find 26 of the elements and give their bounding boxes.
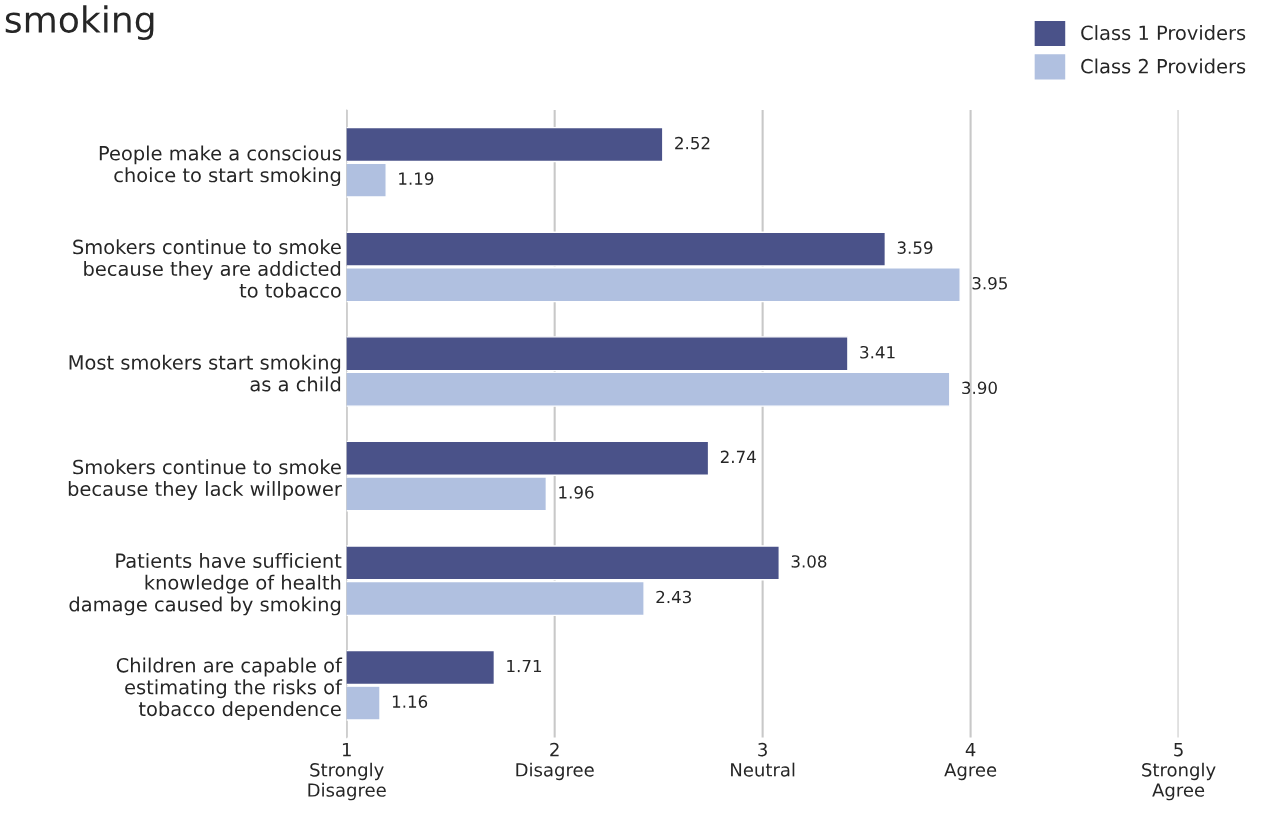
legend-label: Class 2 Providers — [1081, 58, 1246, 74]
chart-title: smoking — [5, 5, 154, 41]
y-tick-label: People make a conscious choice to start smoking — [99, 145, 341, 187]
y-tick-label: Most smokers start smoking as a child — [69, 354, 341, 392]
data-label: 1.16 — [392, 695, 428, 708]
x-tick-label: 1 Strongly Disagree — [308, 742, 386, 801]
data-label: 2.74 — [720, 450, 756, 463]
y-tick-label: Smokers continue to smoke because they lack willpower — [68, 459, 342, 500]
x-tick-label: 5 Strongly Agree — [1142, 742, 1216, 801]
data-label: 3.90 — [962, 381, 997, 395]
data-label: 3.59 — [897, 241, 933, 254]
data-label: 1.71 — [507, 659, 542, 673]
data-label: 3.08 — [791, 555, 827, 568]
x-tick-label: 4 Agree — [944, 742, 997, 781]
x-tick-label: 2 Disagree — [516, 742, 594, 781]
x-tick-label: 3 Neutral — [731, 742, 795, 777]
y-tick-label: Patients have sufficient knowledge of health damage caused by smoking — [69, 553, 342, 616]
y-tick-label: Smokers continue to smoke because they are addicted to tobacco — [73, 239, 341, 298]
legend-label: Class 1 Providers — [1081, 25, 1246, 41]
data-label: 1.19 — [399, 172, 434, 185]
data-label: 3.41 — [860, 345, 895, 359]
data-label: 2.43 — [656, 590, 691, 604]
data-label: 2.52 — [675, 136, 710, 150]
data-label: 3.95 — [972, 276, 1007, 290]
data-label: 1.96 — [559, 486, 594, 499]
y-tick-label: Children are capable of estimating the risks of tobacco dependence — [116, 657, 343, 720]
